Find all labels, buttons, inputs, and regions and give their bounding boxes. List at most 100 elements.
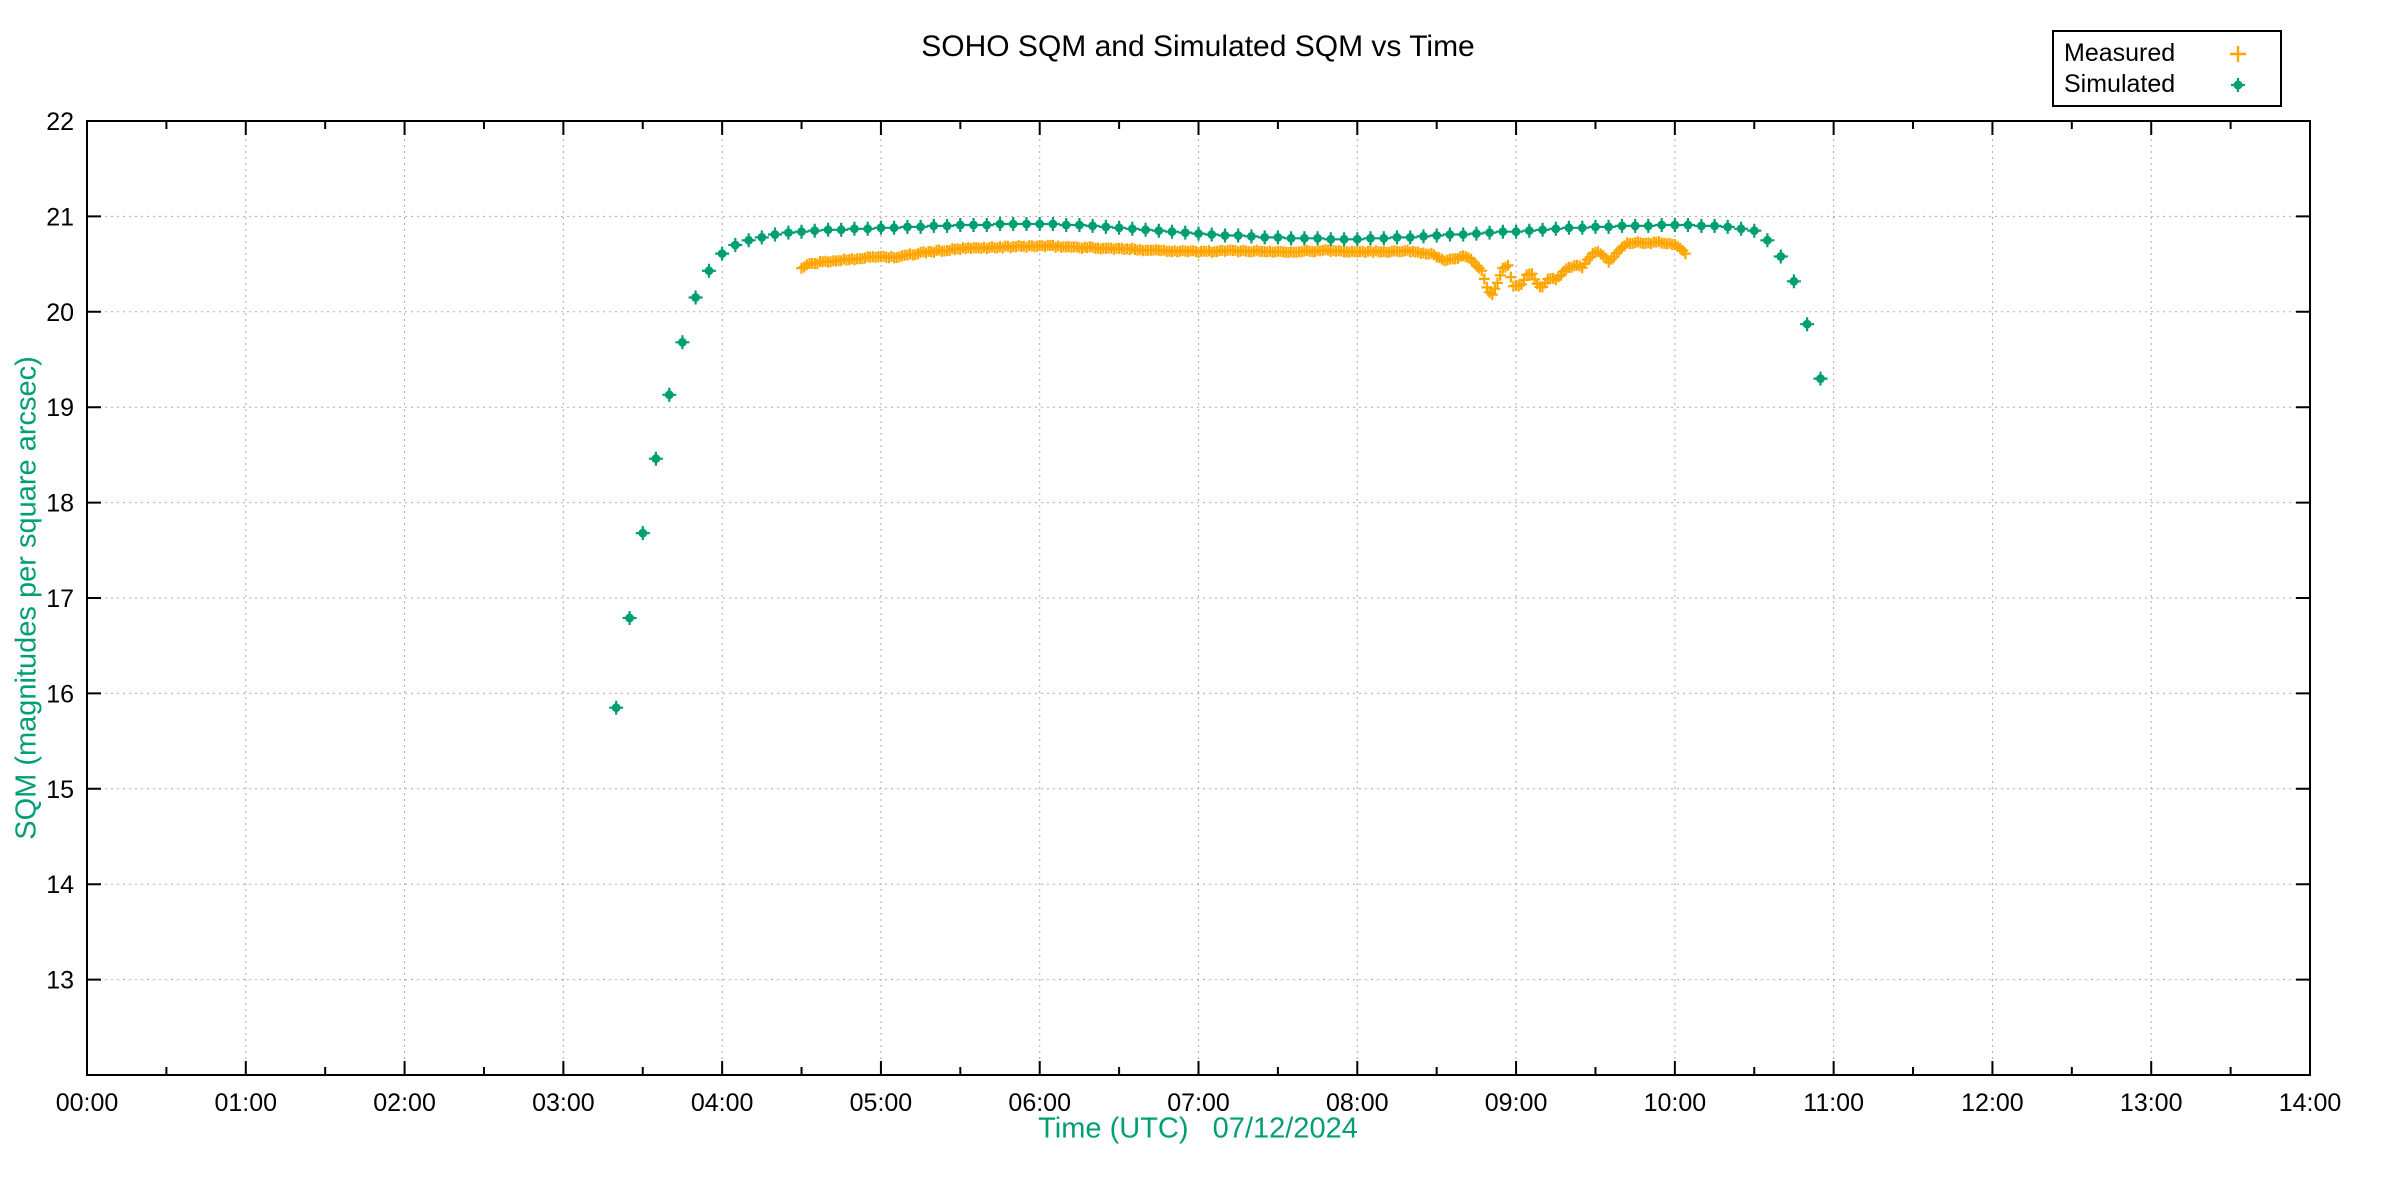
simulated-point xyxy=(1723,222,1733,232)
simulated-point xyxy=(916,222,925,232)
simulated-point xyxy=(1260,233,1270,242)
simulated-point xyxy=(1524,226,1534,236)
legend-label-simulated: Simulated xyxy=(2064,69,2176,98)
simulated-point xyxy=(1591,222,1600,232)
simulated-point xyxy=(969,220,978,230)
simulated-point xyxy=(1035,219,1045,229)
simulated-point xyxy=(1604,222,1613,232)
legend-label-measured: Measured xyxy=(2064,38,2176,67)
simulated-point xyxy=(889,223,899,233)
simulated-point xyxy=(1643,221,1653,231)
x-tick-label: 05:00 xyxy=(850,1089,913,1117)
simulated-point xyxy=(1617,221,1627,231)
chart-title: SOHO SQM and Simulated SQM vs Time xyxy=(921,30,1475,63)
simulated-point xyxy=(757,233,767,242)
simulated-point xyxy=(651,454,661,464)
y-tick-label: 22 xyxy=(46,108,74,136)
simulated-point xyxy=(1286,233,1296,243)
x-tick-label: 01:00 xyxy=(215,1089,278,1117)
y-tick-label: 18 xyxy=(46,490,74,518)
simulated-point xyxy=(1630,221,1640,231)
simulated-point xyxy=(1379,233,1389,243)
simulated-point xyxy=(903,222,912,232)
x-tick-label: 10:00 xyxy=(1644,1089,1707,1117)
simulated-point xyxy=(1710,221,1719,231)
simulated-point xyxy=(1300,233,1309,243)
simulated-point xyxy=(784,228,793,238)
simulated-point xyxy=(1366,233,1375,243)
simulated-point xyxy=(1008,219,1018,229)
simulated-point xyxy=(850,224,859,234)
simulated-point xyxy=(1749,226,1759,236)
simulated-point xyxy=(1538,225,1547,235)
simulated-point xyxy=(836,225,846,235)
simulated-point xyxy=(717,249,727,258)
simulated-point xyxy=(1511,227,1521,237)
simulated-point xyxy=(929,221,939,231)
simulated-point xyxy=(1789,276,1799,286)
simulated-point xyxy=(1141,225,1150,235)
simulated-point xyxy=(982,220,992,230)
y-tick-label: 13 xyxy=(46,967,74,995)
simulated-point xyxy=(1564,223,1574,233)
simulated-point xyxy=(1577,223,1587,233)
simulated-point xyxy=(1194,229,1203,239)
simulated-point xyxy=(1339,234,1349,244)
simulated-point xyxy=(1405,233,1415,242)
simulated-point xyxy=(1445,230,1455,239)
simulated-point xyxy=(810,226,820,236)
simulated-point xyxy=(1273,233,1283,242)
simulated-point xyxy=(1075,220,1084,230)
simulated-point xyxy=(1247,232,1256,241)
simulated-point xyxy=(1763,235,1772,245)
simulated-point xyxy=(1154,226,1164,236)
x-tick-label: 08:00 xyxy=(1326,1089,1389,1117)
y-tick-label: 15 xyxy=(46,776,74,804)
y-tick-label: 21 xyxy=(46,203,74,231)
y-tick-label: 20 xyxy=(46,299,74,327)
measured-series xyxy=(796,236,1691,301)
simulated-point xyxy=(638,528,648,538)
simulated-point xyxy=(704,266,714,276)
x-tick-label: 12:00 xyxy=(1961,1089,2024,1117)
simulated-point xyxy=(1180,228,1190,238)
y-axis-title: SQM (magnitudes per square arcsec) xyxy=(10,356,43,840)
simulated-point xyxy=(876,223,886,233)
simulated-point xyxy=(1127,224,1137,234)
simulated-point xyxy=(1048,219,1058,229)
simulated-point xyxy=(1485,228,1494,238)
simulated-series-arms xyxy=(609,217,1828,715)
simulated-point xyxy=(625,613,634,623)
simulated-point xyxy=(1088,221,1097,231)
simulated-point xyxy=(863,224,873,234)
simulated-point xyxy=(1220,231,1230,240)
simulated-point xyxy=(1657,220,1667,230)
legend-item-measured: Measured xyxy=(2064,38,2280,69)
legend-item-simulated: Simulated xyxy=(2064,69,2280,100)
simulated-point xyxy=(1670,220,1680,230)
y-tick-label: 19 xyxy=(46,394,74,422)
simulated-point xyxy=(1114,223,1124,233)
x-tick-label: 02:00 xyxy=(373,1089,436,1117)
simulated-point xyxy=(1207,230,1217,239)
simulated-point xyxy=(770,230,780,239)
simulated-point xyxy=(1736,224,1746,234)
simulated-point xyxy=(1498,227,1508,237)
x-tick-label: 03:00 xyxy=(532,1089,595,1117)
simulated-point xyxy=(995,219,1005,229)
simulated-point xyxy=(1061,220,1071,230)
simulated-point xyxy=(1419,232,1428,241)
y-tick-label: 16 xyxy=(46,680,74,708)
x-tick-label: 11:00 xyxy=(1803,1089,1864,1117)
simulated-point xyxy=(664,390,674,400)
simulated-point xyxy=(955,220,965,230)
simulated-point xyxy=(1326,234,1336,244)
x-axis-title: Time (UTC) 07/12/2024 xyxy=(1038,1112,1358,1145)
simulated-point xyxy=(611,703,621,713)
y-tick-label: 17 xyxy=(46,585,74,613)
legend: Measured Simulated xyxy=(2052,30,2282,107)
simulated-point xyxy=(1392,233,1402,242)
x-tick-label: 07:00 xyxy=(1167,1089,1230,1117)
